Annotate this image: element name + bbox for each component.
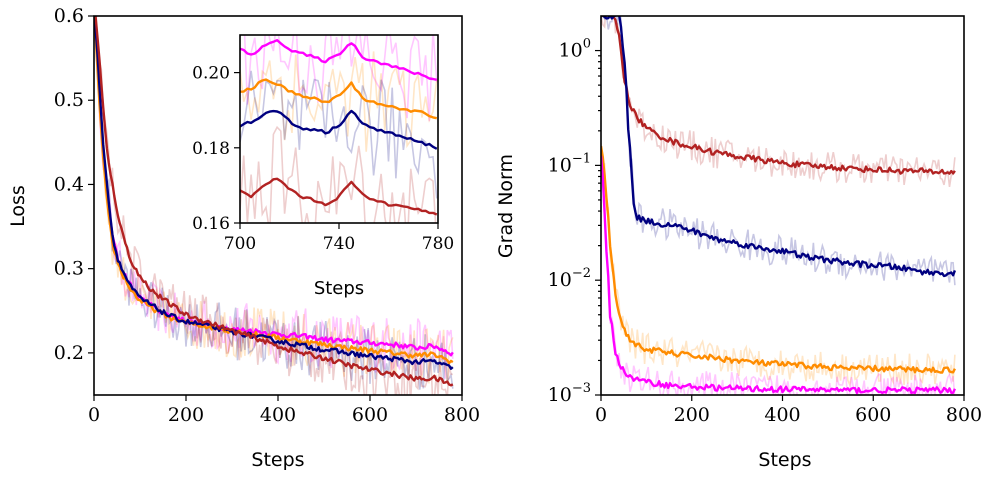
left-y-ticks: 0.2 0.3 0.4 0.5 0.6 (54, 5, 94, 364)
left-y-tick-label: 0.2 (54, 342, 84, 364)
inset-y-ticks: 0.16 0.18 0.20 (192, 64, 240, 234)
left-x-axis-label: Steps (251, 449, 304, 471)
right-noise-navy (601, 16, 956, 286)
right-x-ticks: 0 200 400 600 800 (595, 395, 982, 426)
left-panel: 0 200 400 600 800 0.2 0.3 0.4 0.5 0.6 Steps Loss… (7, 5, 480, 471)
left-x-tick-label: 400 (260, 404, 296, 426)
inset-line-orange (240, 78, 438, 120)
inset-x-tick-label: 780 (422, 234, 454, 254)
right-x-tick-label: 400 (764, 404, 800, 426)
right-line-orange (601, 145, 956, 374)
inset-noise-magenta (240, 35, 438, 122)
right-line-navy (601, 16, 957, 278)
left-x-tick-label: 600 (352, 404, 388, 426)
right-y-axis-label: Grad Norm (495, 154, 517, 258)
left-y-tick-label: 0.5 (54, 89, 84, 111)
right-x-tick-label: 600 (855, 404, 891, 426)
inset-y-tick-label: 0.20 (192, 64, 230, 84)
inset-noise-bands (240, 35, 438, 223)
inset-noise-navy (240, 70, 438, 199)
inset-x-tick-label: 740 (323, 234, 355, 254)
inset-x-axis-label: Steps (314, 278, 364, 299)
inset-panel: 700 740 780 0.16 0.18 0.20 Steps (192, 34, 454, 299)
left-y-tick-label: 0.3 (54, 258, 84, 280)
left-noise-navy (94, 16, 454, 390)
inset-series-lines (240, 39, 438, 216)
right-x-axis-label: Steps (758, 449, 811, 471)
right-y-tick-label: 10−3 (548, 381, 591, 406)
right-axes-frame (600, 15, 965, 396)
right-y-ticks: 10−3 10−2 10−1 100 (548, 37, 601, 406)
left-line-brown (94, 16, 454, 387)
inset-noise-brown (240, 125, 437, 223)
left-series-lines (94, 16, 454, 387)
inset-background (240, 35, 438, 223)
left-noise-orange (94, 16, 454, 384)
right-x-tick-label: 800 (946, 404, 982, 426)
right-series-lines (601, 16, 957, 395)
inset-y-tick-label: 0.18 (192, 139, 230, 159)
right-line-brown (601, 16, 956, 175)
left-y-axis-label: Loss (7, 185, 29, 227)
left-noise-magenta (94, 16, 454, 379)
left-x-tick-label: 800 (444, 404, 480, 426)
inset-line-magenta (240, 39, 438, 81)
right-noise-brown (601, 16, 956, 188)
left-y-tick-label: 0.4 (54, 173, 84, 195)
inset-line-navy (240, 109, 438, 150)
left-x-tick-label: 0 (88, 404, 100, 426)
right-panel: 0 200 400 600 800 10−3 10−2 10−1 100 Steps Grad… (495, 15, 982, 471)
right-line-magenta (601, 155, 956, 395)
inset-line-brown (240, 177, 438, 216)
right-y-tick-label: 100 (559, 37, 591, 62)
inset-y-tick-label: 0.16 (192, 214, 230, 234)
right-y-tick-label: 10−2 (548, 266, 591, 291)
left-x-tick-label: 200 (168, 404, 204, 426)
right-noise-bands (601, 16, 956, 395)
inset-noise-orange (240, 51, 438, 152)
right-x-tick-label: 0 (595, 404, 607, 426)
inset-x-ticks: 700 740 780 (224, 223, 454, 254)
left-x-ticks: 0 200 400 600 800 (88, 395, 480, 426)
left-line-navy (94, 16, 454, 370)
inset-x-tick-label: 700 (224, 234, 256, 254)
left-y-tick-label: 0.6 (54, 5, 84, 27)
right-y-tick-label: 10−1 (548, 151, 591, 176)
right-x-tick-label: 200 (674, 404, 710, 426)
left-line-orange (94, 16, 454, 365)
